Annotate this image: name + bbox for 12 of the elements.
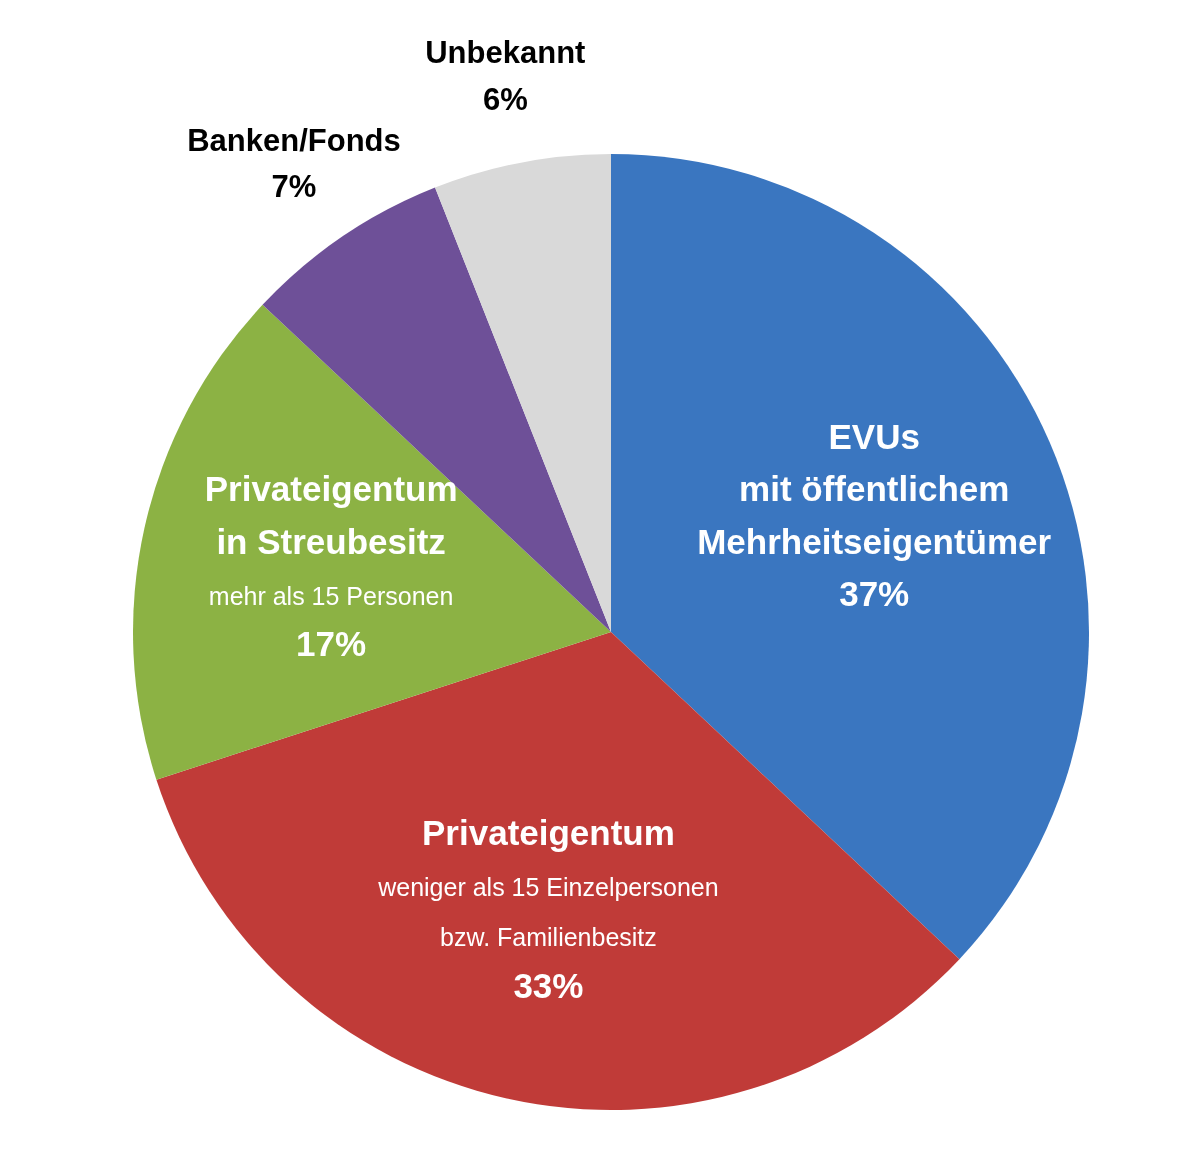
slice-label: Privateigentum in Streubesitz mehr als 15 Personen: [204, 469, 458, 610]
slice-label: Unbekannt: [425, 35, 586, 71]
slice-label: Banken/Fonds: [187, 122, 401, 158]
data-label: 17%: [296, 624, 367, 664]
data-label: 33%: [513, 965, 584, 1005]
data-label: 7%: [271, 169, 317, 205]
data-label: 6%: [482, 81, 528, 117]
data-label: 37%: [839, 574, 910, 614]
pie-slice: [133, 304, 611, 780]
slice-label: Privateigentum weniger als 15 Einzelpersonen bzw. Familienbesitz: [377, 813, 719, 951]
pie-slice: [156, 632, 960, 1110]
slice-label: EVUs mit öffentlichem Mehrheitseigentümer: [697, 416, 1052, 561]
